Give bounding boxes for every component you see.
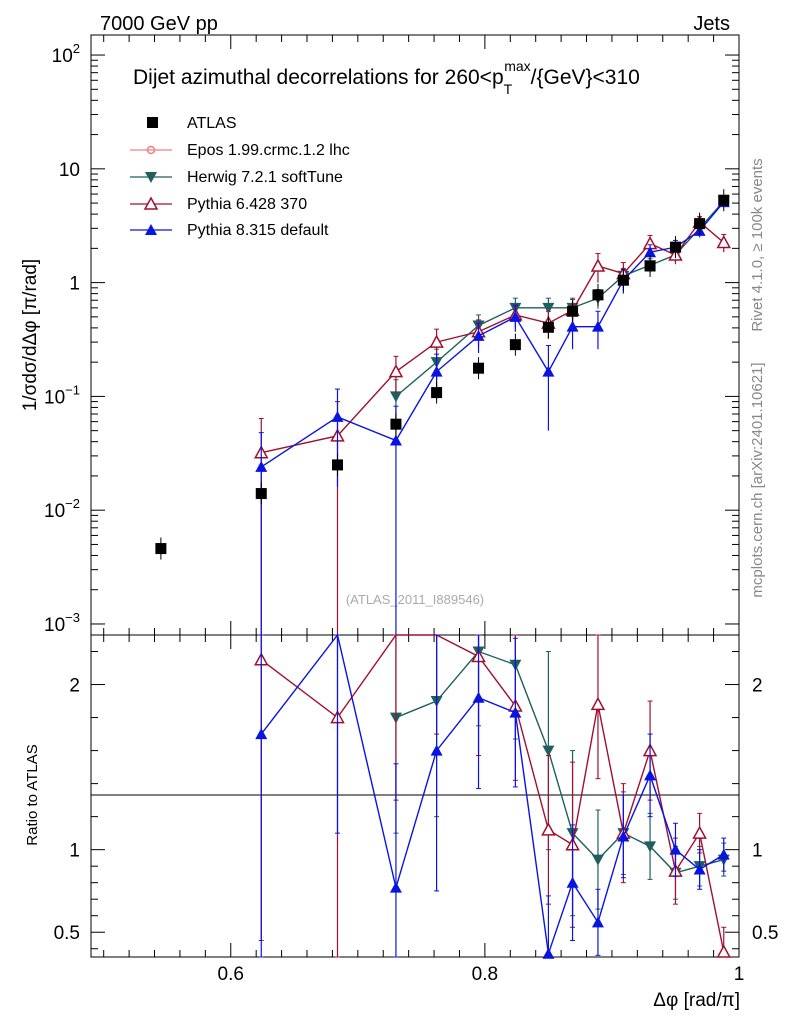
ratio-point-pythia-2 bbox=[430, 744, 443, 756]
ratio-point-herwig-0 bbox=[542, 745, 555, 757]
ratio-point-pythia-2 bbox=[566, 876, 579, 888]
y-tick-label: 1 bbox=[69, 274, 80, 295]
atlas-data-point bbox=[567, 305, 579, 317]
header-right: Jets bbox=[693, 13, 730, 35]
ratio-tick-label-right: 1 bbox=[752, 841, 763, 862]
atlas-data-point bbox=[718, 194, 730, 206]
series-point-pythia-2 bbox=[331, 410, 344, 422]
ratio-line-pythia-1 bbox=[260, 634, 725, 953]
ratio-point-pythia-2 bbox=[669, 843, 682, 855]
atlas-data-point bbox=[694, 218, 706, 230]
series-point-pythia-1 bbox=[590, 258, 606, 272]
legend-marker-pythia6 bbox=[143, 196, 159, 210]
legend-entry-atlas: ATLAS bbox=[147, 115, 237, 132]
atlas-data-point bbox=[592, 289, 604, 301]
series-point-pythia-2 bbox=[509, 310, 522, 322]
atlas-data-point bbox=[331, 459, 343, 471]
legend-label-epos: Epos 1.99.crmc.1.2 lhc bbox=[187, 142, 350, 159]
legend-marker-pythia8 bbox=[145, 224, 157, 235]
ratio-point-pythia-2 bbox=[693, 863, 706, 875]
x-tick-label: 0.8 bbox=[472, 964, 498, 985]
ratio-point-pythia-2 bbox=[472, 691, 485, 703]
series-point-pythia-2 bbox=[644, 246, 657, 258]
legend-entry-pythia6: Pythia 6.428 370 bbox=[130, 196, 307, 213]
series-point-pythia-1 bbox=[716, 234, 732, 249]
legend-marker-herwig bbox=[145, 172, 157, 183]
side-label-bottom: mcplots.cern.ch [arXiv:2401.10621] bbox=[749, 362, 766, 597]
series-point-pythia-2 bbox=[542, 365, 555, 377]
chart-title: Dijet azimuthal decorrelations for 260<p… bbox=[133, 58, 640, 97]
legend-label-pythia8: Pythia 8.315 default bbox=[187, 222, 329, 239]
atlas-data-point bbox=[390, 418, 402, 430]
y-tick-label: 10 bbox=[59, 160, 80, 181]
legend-label-atlas: ATLAS bbox=[187, 115, 237, 132]
series-point-pythia-1 bbox=[388, 364, 404, 378]
ratio-tick-label-right: 0.5 bbox=[752, 923, 778, 944]
atlas-data-point bbox=[509, 339, 521, 351]
ratio-point-pythia-2 bbox=[644, 769, 657, 781]
series-line-herwig-0 bbox=[395, 200, 725, 397]
ratio-point-herwig-0 bbox=[591, 854, 604, 866]
ratio-point-pythia-1 bbox=[541, 822, 556, 836]
atlas-data-point bbox=[255, 488, 267, 500]
ratio-point-pythia-1 bbox=[716, 944, 732, 958]
ratio-point-pythia-2 bbox=[389, 881, 402, 893]
ratio-line-pythia-2 bbox=[260, 633, 725, 954]
ratio-tick-label: 2 bbox=[69, 676, 80, 697]
ratio-axis-label: Ratio to ATLAS bbox=[24, 744, 41, 845]
legend-label-herwig: Herwig 7.2.1 softTune bbox=[187, 169, 343, 186]
ratio-point-pythia-2 bbox=[591, 916, 604, 928]
ratio-point-herwig-0 bbox=[644, 841, 657, 853]
legend-marker-epos bbox=[146, 145, 156, 155]
ratio-point-pythia-2 bbox=[509, 706, 522, 718]
ratio-point-pythia-1 bbox=[692, 825, 707, 839]
x-tick-label: 1 bbox=[734, 964, 745, 985]
series-point-pythia-2 bbox=[255, 460, 268, 472]
atlas-data-point bbox=[431, 387, 443, 399]
side-label-top: Rivet 4.1.0, ≥ 100k events bbox=[749, 158, 766, 331]
y-axis-label: 1/σdσ/dΔφ [π/rad] bbox=[20, 259, 41, 411]
ratio-point-pythia-1 bbox=[590, 696, 606, 711]
atlas-data-point bbox=[542, 321, 554, 333]
ratio-point-pythia-2 bbox=[617, 830, 630, 842]
y-tick-label: 102 bbox=[52, 41, 80, 67]
series-point-pythia-1 bbox=[429, 334, 444, 348]
atlas-data-point bbox=[473, 362, 485, 374]
series-point-herwig-0 bbox=[542, 302, 555, 314]
analysis-watermark: (ATLAS_2011_I889546) bbox=[346, 592, 484, 607]
ratio-point-pythia-2 bbox=[255, 728, 268, 740]
series-point-pythia-2 bbox=[389, 434, 402, 446]
y-tick-label: 10−2 bbox=[44, 496, 80, 522]
ratio-point-pythia-2 bbox=[542, 947, 555, 959]
legend-entry-pythia8: Pythia 8.315 default bbox=[130, 222, 329, 239]
series-point-herwig-0 bbox=[389, 391, 402, 403]
series-point-pythia-2 bbox=[472, 329, 485, 341]
series-line-pythia-2 bbox=[260, 201, 725, 468]
legend-label-pythia6: Pythia 6.428 370 bbox=[187, 196, 307, 213]
series-line-pythia-1 bbox=[261, 221, 725, 454]
legend-entry-herwig: Herwig 7.2.1 softTune bbox=[130, 169, 343, 186]
series-point-pythia-2 bbox=[566, 320, 579, 332]
legend: ATLAS Epos 1.99.crmc.1.2 lhc Herwig 7.2.… bbox=[130, 115, 350, 239]
y-tick-label: 10−1 bbox=[44, 382, 80, 408]
legend-marker-atlas bbox=[147, 117, 158, 128]
atlas-data-point bbox=[644, 260, 656, 272]
ratio-tick-label: 1 bbox=[69, 841, 80, 862]
ratio-tick-label: 0.5 bbox=[54, 923, 80, 944]
legend-entry-epos: Epos 1.99.crmc.1.2 lhc bbox=[130, 142, 350, 159]
ratio-point-pythia-2 bbox=[717, 848, 730, 860]
atlas-data-point bbox=[617, 274, 629, 286]
atlas-data-point bbox=[155, 543, 167, 555]
series-point-pythia-2 bbox=[591, 320, 604, 332]
ratio-line-herwig-0 bbox=[395, 650, 724, 874]
x-axis-label: Δφ [rad/π] bbox=[653, 990, 740, 1011]
ratio-tick-label-right: 2 bbox=[752, 676, 763, 697]
y-tick-label: 10−3 bbox=[44, 610, 80, 636]
atlas-data-point bbox=[669, 241, 681, 253]
x-tick-label: 0.6 bbox=[218, 964, 244, 985]
header-left: 7000 GeV pp bbox=[100, 13, 218, 35]
series-point-pythia-2 bbox=[430, 365, 443, 377]
